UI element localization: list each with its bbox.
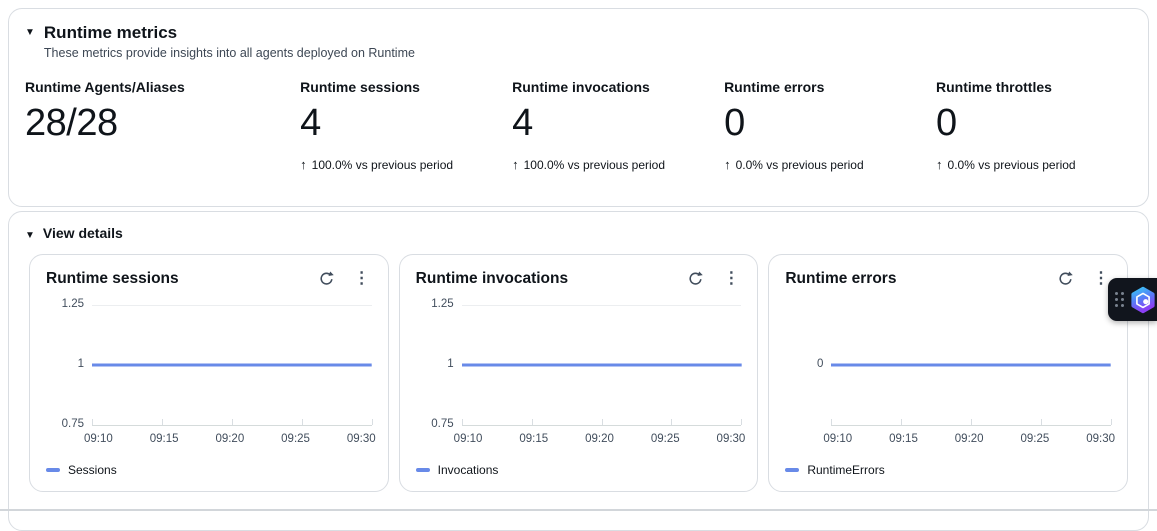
chart-card-runtime-errors: Runtime errors ⋮ 0 09:10 09:15 09:20 09:25 09… bbox=[768, 254, 1129, 492]
trend-text: 100.0% vs previous period bbox=[523, 157, 666, 172]
caret-down-icon: ▼ bbox=[25, 27, 35, 38]
view-details-collapse-header[interactable]: ▼ View details bbox=[9, 212, 1148, 241]
vertical-ellipsis-icon: ⋮ bbox=[353, 269, 370, 287]
drag-handle-dots-icon[interactable] bbox=[1115, 292, 1124, 307]
view-details-label: View details bbox=[42, 225, 123, 241]
metric-label: Runtime throttles bbox=[936, 79, 1052, 96]
chart-title: Runtime errors bbox=[785, 269, 897, 287]
charts-row: Runtime sessions ⋮ 1.25 1 0.75 09:10 09:15 09… bbox=[29, 254, 1129, 492]
line-chart-plot[interactable]: 0 09:10 09:15 09:20 09:25 09:30 bbox=[816, 358, 1115, 445]
chart-legend-item[interactable]: Sessions bbox=[46, 463, 372, 477]
trend-up-icon: ↑ bbox=[724, 157, 731, 173]
chart-title: Runtime invocations bbox=[415, 269, 569, 287]
trend-up-icon: ↑ bbox=[300, 157, 307, 173]
refresh-button[interactable] bbox=[685, 268, 706, 289]
legend-label: Sessions bbox=[68, 463, 117, 477]
line-chart-plot[interactable]: 1.25 1 0.75 09:10 09:15 09:20 09:25 09:30 bbox=[431, 298, 746, 445]
trend-up-icon: ↑ bbox=[936, 157, 943, 173]
trend-text: 100.0% vs previous period bbox=[311, 157, 454, 172]
legend-line-swatch bbox=[46, 468, 60, 472]
caret-down-icon: ▼ bbox=[25, 230, 35, 241]
chart-card-runtime-sessions: Runtime sessions ⋮ 1.25 1 0.75 09:10 09:15 09… bbox=[29, 254, 389, 492]
amazon-q-assistant-button[interactable] bbox=[1108, 278, 1157, 321]
refresh-button[interactable] bbox=[316, 268, 337, 289]
page-bottom-divider bbox=[0, 509, 1157, 511]
chart-title: Runtime sessions bbox=[46, 269, 179, 287]
legend-line-swatch bbox=[415, 468, 430, 472]
chart-menu-button[interactable]: ⋮ bbox=[352, 269, 372, 289]
metric-trend: ↑ 0.0% vs previous period bbox=[936, 157, 1148, 172]
metric-runtime-errors: Runtime errors 0 ↑ 0.0% vs previous peri… bbox=[724, 79, 936, 172]
runtime-metrics-collapse-header[interactable]: ▼ Runtime metrics These metrics provide … bbox=[9, 9, 1148, 60]
metric-value: 4 bbox=[512, 102, 533, 145]
trend-text: 0.0% vs previous period bbox=[947, 157, 1076, 172]
legend-label: RuntimeErrors bbox=[807, 463, 885, 477]
chart-menu-button[interactable]: ⋮ bbox=[1091, 269, 1111, 289]
chart-card-runtime-invocations: Runtime invocations ⋮ 1.25 1 0.75 09:10 09:1… bbox=[398, 254, 759, 492]
trend-up-icon: ↑ bbox=[512, 157, 519, 173]
metric-trend: ↑ 100.0% vs previous period bbox=[300, 157, 512, 172]
legend-line-swatch bbox=[785, 468, 800, 472]
metric-trend: ↑ 0.0% vs previous period bbox=[724, 157, 936, 172]
vertical-ellipsis-icon: ⋮ bbox=[1093, 269, 1110, 287]
amazon-q-hexagon-icon bbox=[1131, 286, 1155, 313]
section-title: Runtime metrics bbox=[43, 23, 178, 42]
metric-value: 28/28 bbox=[25, 102, 118, 145]
metric-agents-aliases: Runtime Agents/Aliases 28/28 ↑ bbox=[25, 79, 300, 172]
section-subtitle: These metrics provide insights into all … bbox=[43, 46, 415, 61]
refresh-button[interactable] bbox=[1055, 268, 1076, 289]
metric-label: Runtime Agents/Aliases bbox=[25, 79, 185, 96]
metric-runtime-throttles: Runtime throttles 0 ↑ 0.0% vs previous p… bbox=[936, 79, 1148, 172]
metric-label: Runtime errors bbox=[724, 79, 825, 96]
metric-runtime-sessions: Runtime sessions 4 ↑ 100.0% vs previous … bbox=[300, 79, 512, 172]
metric-value: 0 bbox=[936, 102, 957, 145]
chart-legend-item[interactable]: Invocations bbox=[415, 463, 742, 477]
metric-label: Runtime sessions bbox=[300, 79, 420, 96]
vertical-ellipsis-icon: ⋮ bbox=[723, 269, 740, 287]
metrics-summary-row: Runtime Agents/Aliases 28/28 ↑ Runtime s… bbox=[9, 79, 1148, 172]
runtime-metrics-section: ▼ Runtime metrics These metrics provide … bbox=[8, 8, 1149, 207]
metric-runtime-invocations: Runtime invocations 4 ↑ 100.0% vs previo… bbox=[512, 79, 724, 172]
view-details-section: ▼ View details Runtime sessions ⋮ 1.25 1 0… bbox=[8, 211, 1149, 531]
metric-value: 4 bbox=[300, 102, 321, 145]
chart-legend-item[interactable]: RuntimeErrors bbox=[785, 463, 1111, 477]
legend-label: Invocations bbox=[437, 463, 499, 477]
trend-text: 0.0% vs previous period bbox=[735, 157, 864, 172]
chart-menu-button[interactable]: ⋮ bbox=[721, 269, 741, 289]
line-chart-plot[interactable]: 1.25 1 0.75 09:10 09:15 09:20 09:25 09:30 bbox=[61, 298, 376, 445]
metric-label: Runtime invocations bbox=[512, 79, 650, 96]
metric-trend: ↑ 100.0% vs previous period bbox=[512, 157, 724, 172]
metric-value: 0 bbox=[724, 102, 745, 145]
